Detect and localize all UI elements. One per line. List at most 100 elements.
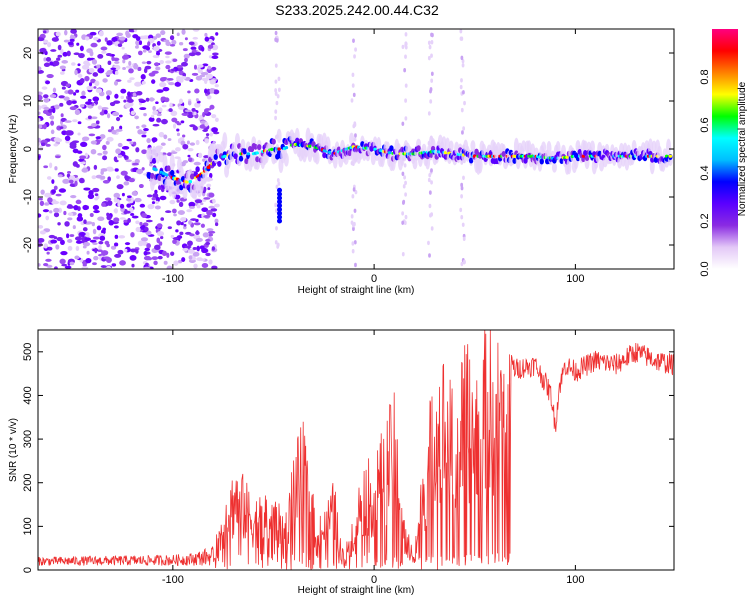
noise-blob: [113, 225, 119, 229]
noise-blob: [204, 138, 209, 144]
noise-blob: [156, 237, 161, 244]
noise-blob: [117, 154, 123, 158]
noise-blob: [211, 114, 217, 119]
streak-blob: [463, 100, 466, 106]
noise-blob: [170, 110, 178, 117]
noise-blob: [76, 150, 83, 154]
noise-blob: [105, 90, 112, 96]
noise-blob: [106, 265, 112, 269]
streak-blob: [351, 83, 355, 88]
ridge-blob: [583, 149, 588, 156]
noise-blob: [118, 114, 123, 118]
noise-blob: [45, 258, 52, 262]
noise-blob: [187, 248, 195, 254]
noise-blob: [59, 258, 66, 265]
noise-blob: [134, 115, 139, 120]
noise-blob: [76, 42, 80, 46]
noise-blob: [90, 78, 96, 84]
noise-blob: [59, 102, 64, 107]
noise-blob: [158, 131, 165, 138]
noise-blob: [193, 111, 197, 116]
ridge-halo: [546, 141, 552, 156]
noise-blob: [184, 109, 191, 113]
noise-blob: [167, 226, 172, 230]
noise-blob: [91, 221, 95, 227]
streak-blob: [277, 87, 281, 92]
x-tick-label: 0: [371, 574, 377, 586]
noise-blob: [196, 204, 201, 209]
noise-blob: [208, 205, 215, 209]
noise-blob: [93, 255, 99, 261]
noise-blob: [78, 52, 85, 59]
noise-blob: [205, 252, 211, 257]
noise-blob: [43, 263, 49, 267]
ridge-halo: [175, 182, 181, 196]
noise-blob: [144, 226, 149, 232]
ridge-blob: [166, 165, 171, 172]
noise-blob: [168, 108, 173, 113]
noise-blob: [86, 85, 94, 91]
noise-blob: [135, 220, 140, 225]
noise-blob: [63, 96, 70, 101]
streak-blob: [460, 182, 464, 188]
ridge-blob: [157, 175, 162, 182]
noise-blob: [111, 37, 118, 43]
streak-blob: [276, 178, 280, 183]
streak-blob: [274, 63, 278, 68]
noise-blob: [60, 239, 65, 246]
noise-blob: [123, 99, 127, 103]
noise-blob: [92, 96, 100, 102]
noise-blob: [165, 41, 171, 47]
streak-blob: [352, 38, 355, 43]
noise-blob: [129, 77, 135, 81]
noise-blob: [68, 179, 74, 184]
streak-blob: [428, 44, 432, 50]
noise-blob: [55, 31, 61, 37]
noise-blob: [121, 145, 130, 150]
noise-blob: [57, 54, 63, 58]
ridge-halo: [582, 140, 588, 153]
noise-blob: [184, 245, 192, 249]
noise-blob: [73, 204, 79, 211]
noise-blob: [113, 197, 118, 203]
ridge-halo: [158, 151, 164, 163]
ridge-blob: [322, 152, 327, 159]
streak-blob: [430, 78, 434, 83]
noise-blob: [83, 60, 90, 66]
streak-blob: [403, 68, 407, 73]
noise-blob: [79, 104, 85, 108]
streak-blob: [429, 213, 432, 218]
noise-blob: [64, 120, 72, 123]
noise-blob: [165, 55, 170, 59]
streak-blob: [277, 76, 281, 82]
noise-blob: [135, 248, 139, 254]
noise-blob: [59, 126, 64, 130]
noise-blob: [119, 203, 125, 209]
noise-blob: [66, 99, 73, 106]
noise-blob: [46, 41, 52, 48]
noise-blob: [205, 73, 213, 79]
noise-blob: [113, 192, 121, 199]
noise-blob: [67, 41, 74, 46]
noise-blob: [128, 60, 132, 66]
ridge-halo: [349, 132, 355, 146]
noise-blob: [117, 202, 121, 207]
noise-blob: [46, 176, 52, 180]
noise-blob: [171, 68, 176, 72]
noise-blob: [137, 50, 143, 56]
streak-blob: [274, 91, 278, 96]
noise-blob: [145, 262, 149, 266]
streak-blob: [401, 44, 405, 50]
noise-blob: [65, 130, 73, 136]
noise-blob: [161, 250, 167, 256]
noise-blob: [200, 202, 204, 206]
noise-blob: [133, 63, 138, 68]
noise-blob: [124, 102, 131, 109]
noise-blob: [145, 97, 150, 102]
noise-blob: [72, 225, 76, 230]
noise-blob: [156, 223, 163, 229]
noise-blob: [211, 265, 218, 269]
noise-blob: [67, 171, 72, 174]
noise-blob: [204, 108, 212, 111]
noise-blob: [148, 72, 156, 77]
